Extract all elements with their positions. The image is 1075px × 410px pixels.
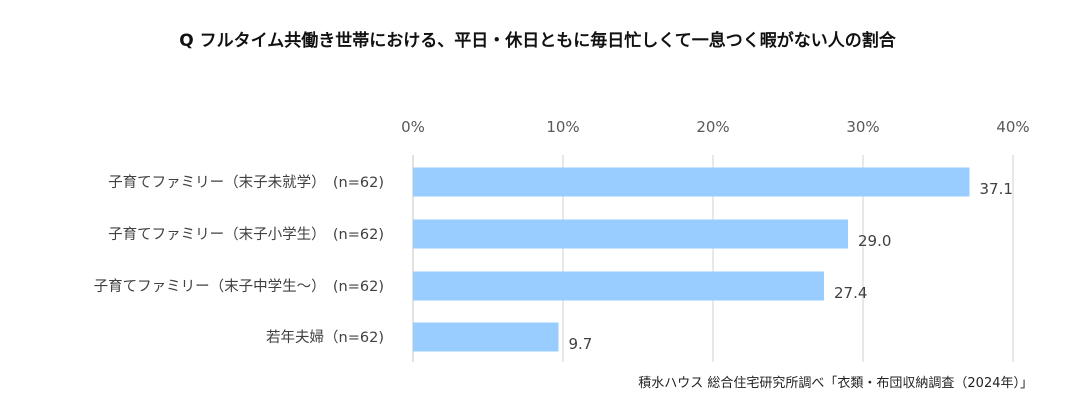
data-label: 9.7 xyxy=(569,335,593,353)
source-note: 積水ハウス 総合住宅研究所調べ「衣類・布団収納調査（2024年）」 xyxy=(638,376,1033,391)
data-label: 37.1 xyxy=(980,180,1013,198)
bar xyxy=(413,271,824,301)
x-tick-label: 20% xyxy=(696,118,729,136)
x-tick-label: 10% xyxy=(546,118,579,136)
category-label: 子育てファミリー（末子未就学） (n=62) xyxy=(108,174,384,191)
x-tick-label: 40% xyxy=(996,118,1029,136)
bar xyxy=(413,219,848,249)
x-tick-label: 30% xyxy=(846,118,879,136)
bar xyxy=(413,322,559,352)
data-label: 29.0 xyxy=(858,232,891,250)
chart-title: Q フルタイム共働き世帯における、平日・休日ともに毎日忙しくて一息つく暇がない人… xyxy=(179,31,896,51)
category-label: 子育てファミリー（末子小学生） (n=62) xyxy=(108,226,384,243)
bar xyxy=(413,167,970,197)
category-label: 子育てファミリー（末子中学生～） (n=62) xyxy=(94,278,384,295)
x-tick-label: 0% xyxy=(401,118,425,136)
data-label: 27.4 xyxy=(834,284,867,302)
category-label: 若年夫婦（n=62) xyxy=(266,329,384,346)
